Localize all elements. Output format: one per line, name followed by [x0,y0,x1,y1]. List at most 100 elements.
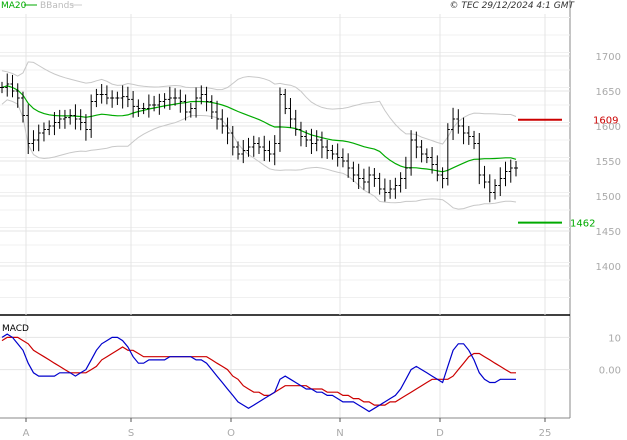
price-bar [419,140,424,163]
price-bar [493,179,498,200]
x-tick-label: O [227,428,235,439]
price-bar [262,135,267,161]
price-panel: 1609 1462 1400 1450 1500 1550 1600 1650 1700 [0,0,621,418]
price-bar [277,87,282,152]
price-bar [508,159,513,183]
lower-band [1,99,517,210]
price-bar [89,94,94,138]
price-bar [183,94,188,121]
bollinger-bands [1,61,517,210]
macd-line [1,333,516,413]
price-bar [309,128,314,154]
price-bar [257,137,261,154]
price-bar [0,81,4,94]
macd-y-axis: 0.00 10 [599,333,621,376]
price-bar [236,141,241,160]
price-bar [382,178,387,202]
price-bar [31,130,36,152]
price-bar [246,137,251,157]
price-bar [267,140,272,162]
price-bar [110,90,115,108]
macd-signal-line [1,336,516,406]
price-bar [68,109,73,125]
price-bar [498,167,503,196]
macd-y-tick-label: 0.00 [599,366,621,377]
moving-average [1,85,517,173]
price-bar [367,166,372,194]
price-bar [230,126,235,156]
price-y-axis: 1400 1450 1500 1550 1600 1650 1700 [596,52,621,273]
price-bar [115,91,120,105]
price-levels: 1609 1462 [518,116,618,230]
price-bar [440,167,445,189]
price-bars [0,73,518,203]
price-bar [361,168,366,190]
legend-ma: MA20 [1,1,27,11]
price-bar [36,124,41,152]
price-bar [482,165,487,189]
price-bar [435,155,440,182]
price-bar [445,123,450,186]
price-bar [52,112,57,136]
price-bar [398,172,403,193]
price-bar [424,148,429,164]
price-bar [461,117,466,145]
price-bar [178,89,183,113]
macd-y-tick-label: 10 [608,333,621,344]
y-tick-label: 1600 [596,122,621,133]
price-bar [319,131,324,159]
macd-title: MACD [2,324,29,334]
price-bar [162,93,167,109]
macd-grid [0,318,570,418]
price-bar [47,120,52,136]
support-label: 1462 [570,219,595,230]
price-bar [188,102,193,118]
price-bar [157,93,162,115]
legend-bbands: BBands [40,1,74,11]
price-bar [304,130,309,147]
price-bar [152,95,157,112]
y-tick-label: 1450 [596,227,621,238]
price-bar [288,98,293,129]
price-bar [199,85,204,105]
y-tick-label: 1650 [596,87,621,98]
price-bar [83,114,88,141]
price-bar [340,148,345,168]
copyright-label: © TEC 29/12/2024 4:1 GMT [449,1,575,11]
x-tick-label: A [23,428,30,439]
price-bar [173,88,178,106]
price-bar [346,153,351,178]
price-bar [20,91,25,123]
y-tick-label: 1400 [596,262,621,273]
price-bar [466,126,471,145]
x-tick-label: 25 [539,428,552,439]
price-bar [220,109,225,134]
price-bar [456,109,461,134]
price-bar [414,131,419,159]
price-bar [251,135,256,157]
price-bar [472,130,477,150]
price-grid [0,0,571,418]
price-bar [15,83,20,108]
price-bar [325,140,330,159]
x-tick-label: D [436,428,444,439]
price-bar [503,161,508,187]
price-bar [451,107,456,140]
price-bar [356,163,361,189]
price-bar [314,130,319,152]
y-tick-label: 1550 [596,157,621,168]
price-bar [377,172,382,195]
price-bar [351,161,356,182]
price-bar [10,74,15,98]
price-bar [335,143,340,167]
price-bar [99,84,104,104]
price-bar [136,99,141,117]
price-bar [430,147,435,174]
price-bar [146,94,151,118]
price-bar [372,168,377,187]
y-tick-label: 1500 [596,192,621,203]
price-bar [283,88,288,115]
price-bar [194,87,199,118]
x-axis: A S O N D 25 [0,417,570,439]
